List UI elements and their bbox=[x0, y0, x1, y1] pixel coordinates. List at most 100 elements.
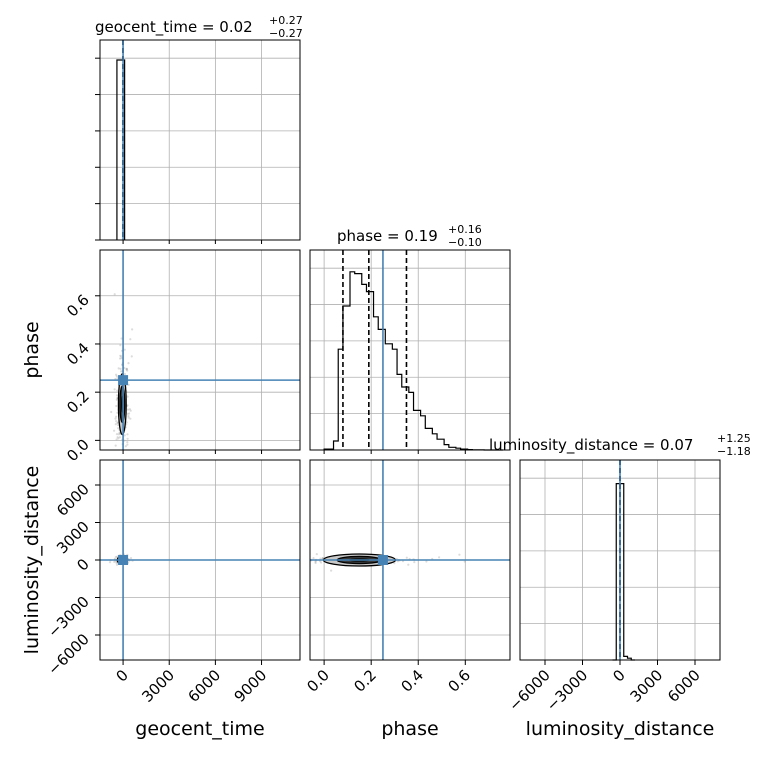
grid-layer bbox=[100, 40, 720, 660]
sample-point bbox=[321, 557, 324, 560]
panel-frame bbox=[309, 459, 511, 661]
sample-point bbox=[425, 560, 428, 563]
sample-point bbox=[312, 557, 315, 560]
sample-point bbox=[127, 362, 130, 365]
title-geocent-time-minus: −0.27 bbox=[269, 27, 303, 40]
sample-point bbox=[117, 424, 120, 427]
sample-point bbox=[393, 562, 396, 565]
y-tick-label: −3000 bbox=[44, 593, 93, 642]
sample-point bbox=[301, 560, 303, 562]
y-tick-label: 0.2 bbox=[63, 387, 93, 417]
y-tick-label: 0.4 bbox=[63, 339, 93, 369]
sample-point bbox=[115, 561, 118, 564]
x-tick-label: 6000 bbox=[664, 666, 704, 706]
sample-point bbox=[129, 557, 133, 560]
sample-point bbox=[115, 520, 117, 522]
sample-point bbox=[114, 423, 117, 426]
sample-point bbox=[119, 344, 122, 347]
x-tick-label: 3000 bbox=[627, 666, 667, 706]
data-layer bbox=[100, 40, 635, 661]
sample-point bbox=[125, 421, 128, 424]
sample-point bbox=[119, 354, 122, 357]
sample-point bbox=[117, 433, 120, 436]
sample-point bbox=[117, 427, 120, 430]
sample-point bbox=[113, 472, 115, 474]
y-tick-label: −6000 bbox=[44, 630, 93, 679]
histogram-geocent_time bbox=[116, 59, 126, 240]
histogram-phase bbox=[323, 271, 503, 451]
title-luminosity-distance: luminosity_distance = 0.07 bbox=[489, 436, 693, 455]
sample-point bbox=[125, 368, 128, 371]
sample-point bbox=[116, 421, 119, 424]
sample-point bbox=[123, 439, 126, 442]
sample-point bbox=[117, 367, 120, 370]
sample-point bbox=[319, 557, 322, 560]
panel-frame bbox=[309, 249, 511, 451]
sample-point bbox=[114, 444, 117, 447]
sample-point bbox=[119, 497, 121, 499]
sample-point bbox=[307, 559, 309, 561]
y-tick-label: 3000 bbox=[53, 518, 93, 558]
sample-point bbox=[118, 453, 120, 455]
panel-frame bbox=[99, 39, 301, 241]
sample-point bbox=[314, 561, 317, 565]
title-luminosity-distance-plus: +1.25 bbox=[717, 432, 751, 445]
sample-point bbox=[128, 412, 131, 415]
sample-point bbox=[116, 436, 119, 439]
truth-marker bbox=[118, 555, 129, 565]
sample-point bbox=[110, 410, 113, 414]
sample-point bbox=[123, 434, 126, 437]
title-phase: phase = 0.19 bbox=[337, 227, 438, 245]
sample-point bbox=[115, 433, 119, 436]
pair-luminosity_distance_vs_phase bbox=[275, 460, 510, 660]
sample-point bbox=[115, 404, 118, 408]
sample-point bbox=[126, 408, 130, 411]
sample-point bbox=[114, 555, 117, 559]
sample-point bbox=[124, 471, 126, 473]
sample-point bbox=[127, 416, 130, 419]
x-tick-label: 0.6 bbox=[445, 666, 475, 696]
x-tick-label: 0 bbox=[112, 666, 131, 685]
x-tick-label: −6000 bbox=[505, 666, 554, 715]
sample-point bbox=[407, 563, 410, 566]
title-phase-plus: +0.16 bbox=[448, 223, 482, 236]
sample-point bbox=[129, 338, 132, 341]
sample-point bbox=[126, 395, 129, 398]
sample-point bbox=[120, 370, 123, 373]
sample-point bbox=[126, 404, 129, 407]
sample-point bbox=[315, 553, 318, 556]
x-tick-label: 6000 bbox=[184, 666, 224, 706]
sample-point bbox=[115, 563, 119, 566]
x-tick-label: 0.4 bbox=[397, 666, 427, 696]
ylabel-luminosity-distance: luminosity_distance bbox=[21, 466, 43, 655]
sample-point bbox=[115, 398, 118, 401]
sample-point bbox=[123, 451, 125, 453]
sample-point bbox=[275, 563, 277, 565]
title-phase-minus: −0.10 bbox=[448, 236, 482, 249]
sample-point bbox=[115, 438, 118, 441]
pair-phase_vs_geocent_time bbox=[100, 250, 300, 522]
sample-point bbox=[117, 437, 120, 440]
sample-point bbox=[116, 397, 119, 400]
xlabel-luminosity-distance: luminosity_distance bbox=[526, 718, 715, 740]
y-tick-label: 6000 bbox=[53, 480, 93, 520]
sample-point bbox=[129, 417, 132, 420]
sample-point bbox=[113, 388, 116, 391]
xlabel-geocent-time: geocent_time bbox=[135, 718, 264, 740]
sample-point bbox=[125, 367, 128, 370]
title-geocent-time: geocent_time = 0.02 bbox=[95, 18, 253, 37]
sample-point bbox=[113, 560, 116, 564]
sample-point bbox=[113, 293, 116, 296]
frame-layer bbox=[99, 39, 721, 661]
sample-point bbox=[120, 337, 123, 340]
sample-point bbox=[116, 421, 119, 424]
sample-point bbox=[115, 465, 117, 467]
sample-point bbox=[115, 373, 118, 376]
sample-point bbox=[118, 436, 121, 439]
sample-point bbox=[108, 561, 112, 564]
sample-point bbox=[405, 556, 408, 559]
sample-point bbox=[126, 369, 129, 372]
y-tick-label: 0 bbox=[73, 555, 92, 574]
sample-point bbox=[113, 429, 116, 432]
